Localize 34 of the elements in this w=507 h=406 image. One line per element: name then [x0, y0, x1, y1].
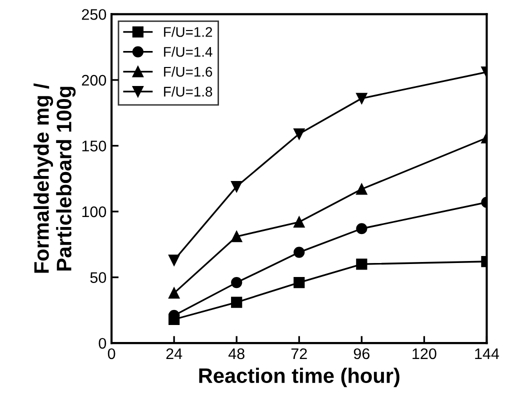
point — [168, 254, 180, 266]
point — [231, 230, 242, 242]
y-axis-title: Formaldehyde mg / Particleboard 100g — [34, 83, 76, 273]
point — [294, 128, 305, 140]
y-tick-label: 150 — [82, 140, 106, 152]
point — [231, 296, 242, 308]
point — [356, 258, 368, 270]
x-tick-label: 24 — [166, 348, 182, 360]
y-tick-label: 200 — [82, 74, 106, 86]
point — [231, 180, 242, 192]
legend-label: F/U=1.8 — [164, 86, 212, 97]
y-tick-label: 50 — [90, 272, 106, 283]
point — [168, 288, 180, 299]
y-tick-label: 0 — [98, 338, 106, 349]
x-tick-label: 0 — [108, 348, 116, 360]
x-tick-label: 72 — [291, 348, 307, 360]
point — [294, 216, 305, 228]
point — [356, 223, 368, 234]
point — [356, 184, 368, 195]
x-tick-label: 48 — [228, 348, 244, 360]
legend-label: F/U=1.6 — [164, 66, 212, 77]
x-axis-title: Reaction time (hour) — [199, 368, 400, 388]
legend-label: F/U=1.2 — [164, 26, 212, 37]
point — [294, 277, 305, 288]
point — [294, 246, 305, 258]
y-tick-label: 100 — [82, 206, 106, 218]
x-tick-label: 144 — [475, 348, 500, 360]
point — [168, 314, 180, 325]
point — [356, 92, 368, 104]
point — [231, 277, 242, 288]
x-tick-label: 120 — [412, 348, 436, 360]
x-tick-label: 96 — [354, 348, 370, 360]
legend-label: F/U=1.4 — [164, 46, 212, 57]
y-tick-label: 250 — [82, 9, 106, 20]
